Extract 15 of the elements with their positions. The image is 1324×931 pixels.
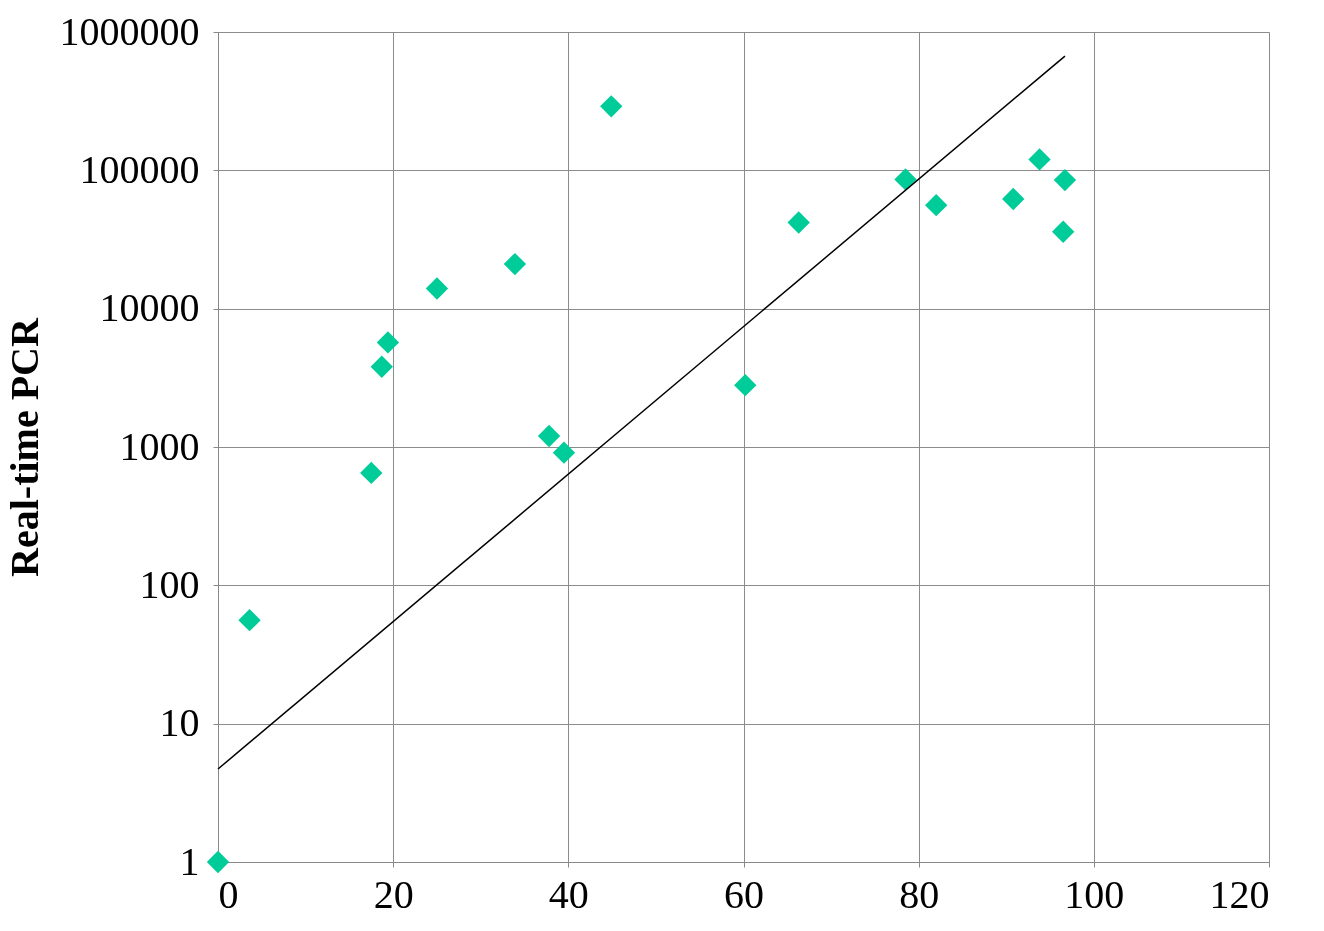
- y-tick-label: 10: [159, 700, 200, 746]
- y-tick-label: 10000: [99, 285, 200, 331]
- x-tick-label: 20: [373, 871, 414, 917]
- x-tick-label: 120: [1209, 871, 1270, 917]
- y-tick-label: 1000: [119, 423, 200, 469]
- x-tick-label: 80: [899, 871, 940, 917]
- y-tick-label: 100: [139, 561, 200, 607]
- x-tick-label: 40: [548, 871, 589, 917]
- y-tick-label: 100000: [79, 146, 200, 192]
- y-axis-title: Real-time PCR: [1, 317, 47, 577]
- x-tick-label: 100: [1064, 871, 1125, 917]
- y-tick-label: 1: [179, 838, 200, 884]
- y-tick-label: 1000000: [59, 8, 200, 54]
- x-tick-label: 60: [724, 871, 764, 917]
- x-tick-label: 0: [218, 871, 239, 917]
